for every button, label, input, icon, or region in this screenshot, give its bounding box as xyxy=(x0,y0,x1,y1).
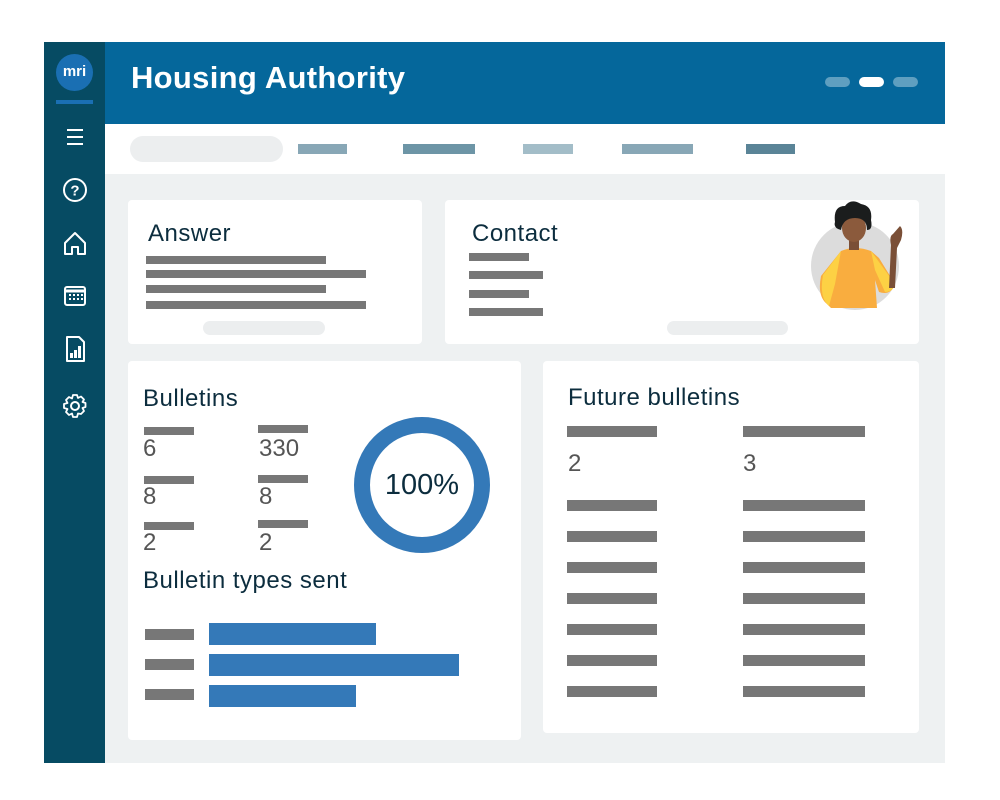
answer-card: Answer xyxy=(128,200,422,344)
bar-label xyxy=(145,659,194,670)
list-line xyxy=(567,500,657,511)
bulletin-type-bar xyxy=(209,654,460,676)
donut-arc xyxy=(354,417,490,553)
text-line xyxy=(146,270,366,278)
header: Housing Authority xyxy=(105,42,945,124)
contact-card: Contact xyxy=(445,200,919,344)
text-line xyxy=(469,308,543,316)
list-line xyxy=(567,624,657,635)
report-icon[interactable] xyxy=(60,334,90,364)
stat-label xyxy=(258,475,308,483)
page-indicator-dot-active[interactable] xyxy=(859,77,884,87)
menu-icon[interactable] xyxy=(60,122,90,152)
page-indicator-dot[interactable] xyxy=(825,77,850,87)
bulletin-type-bar xyxy=(209,685,357,707)
text-line xyxy=(146,256,326,264)
settings-icon[interactable] xyxy=(60,391,90,421)
bar-label xyxy=(145,629,194,640)
logo-text: mri xyxy=(62,63,87,80)
stat-label xyxy=(258,520,308,528)
stat-value: 330 xyxy=(259,435,300,462)
future-bulletins-title: Future bulletins xyxy=(568,384,741,411)
list-line xyxy=(567,686,657,697)
stat-value: 8 xyxy=(143,483,157,510)
stat-label xyxy=(144,476,194,484)
stat-value: 2 xyxy=(259,529,273,556)
donut-label: 100% xyxy=(384,469,460,501)
sidebar: mri ? xyxy=(44,42,105,763)
search-input[interactable] xyxy=(130,136,283,162)
answer-button[interactable] xyxy=(203,321,325,335)
text-line xyxy=(146,301,366,309)
stat-value: 8 xyxy=(259,483,273,510)
list-line xyxy=(743,655,865,666)
stat-label xyxy=(144,427,194,435)
logo-underline xyxy=(56,100,93,104)
stat-label xyxy=(567,426,657,437)
nav-bar xyxy=(105,124,945,174)
stat-label xyxy=(743,426,865,437)
bulletins-title: Bulletins xyxy=(143,385,239,412)
bulletin-types-title: Bulletin types sent xyxy=(143,567,348,594)
list-line xyxy=(743,624,865,635)
future-bulletins-card: Future bulletins 2 3 xyxy=(543,361,919,733)
list-line xyxy=(743,593,865,604)
app-title: Housing Authority xyxy=(131,60,406,95)
svg-text:?: ? xyxy=(70,183,79,200)
list-line xyxy=(567,531,657,542)
logo[interactable]: mri xyxy=(56,54,93,91)
stat-label xyxy=(258,425,308,433)
page-indicator-dot[interactable] xyxy=(893,77,918,87)
stat-label xyxy=(144,522,194,530)
stat-value: 6 xyxy=(143,435,157,462)
text-line xyxy=(469,253,529,261)
contact-button[interactable] xyxy=(667,321,788,335)
list-line xyxy=(567,655,657,666)
answer-title: Answer xyxy=(148,220,232,247)
nav-tab[interactable] xyxy=(403,144,475,154)
contact-title: Contact xyxy=(472,220,559,247)
stat-value: 3 xyxy=(743,450,757,477)
contact-avatar xyxy=(811,201,903,310)
nav-tab[interactable] xyxy=(622,144,693,154)
list-line xyxy=(743,686,865,697)
nav-tab[interactable] xyxy=(746,144,795,154)
text-line xyxy=(146,285,326,293)
list-line xyxy=(743,531,865,542)
list-line xyxy=(743,562,865,573)
calendar-icon[interactable] xyxy=(60,281,90,311)
stat-value: 2 xyxy=(143,529,157,556)
stat-value: 2 xyxy=(568,450,582,477)
bulletin-type-bar xyxy=(209,623,376,645)
help-icon[interactable]: ? xyxy=(60,175,90,205)
text-line xyxy=(469,271,543,279)
list-line xyxy=(567,593,657,604)
bar-label xyxy=(145,689,194,700)
donut-chart xyxy=(354,417,490,553)
bulletins-card: Bulletins 6 8 2 330 8 2 100% Bulletin ty… xyxy=(128,361,521,740)
text-line xyxy=(469,290,529,298)
nav-tab[interactable] xyxy=(523,144,573,154)
list-line xyxy=(567,562,657,573)
home-icon[interactable] xyxy=(60,228,90,258)
nav-tab[interactable] xyxy=(298,144,347,154)
list-line xyxy=(743,500,865,511)
